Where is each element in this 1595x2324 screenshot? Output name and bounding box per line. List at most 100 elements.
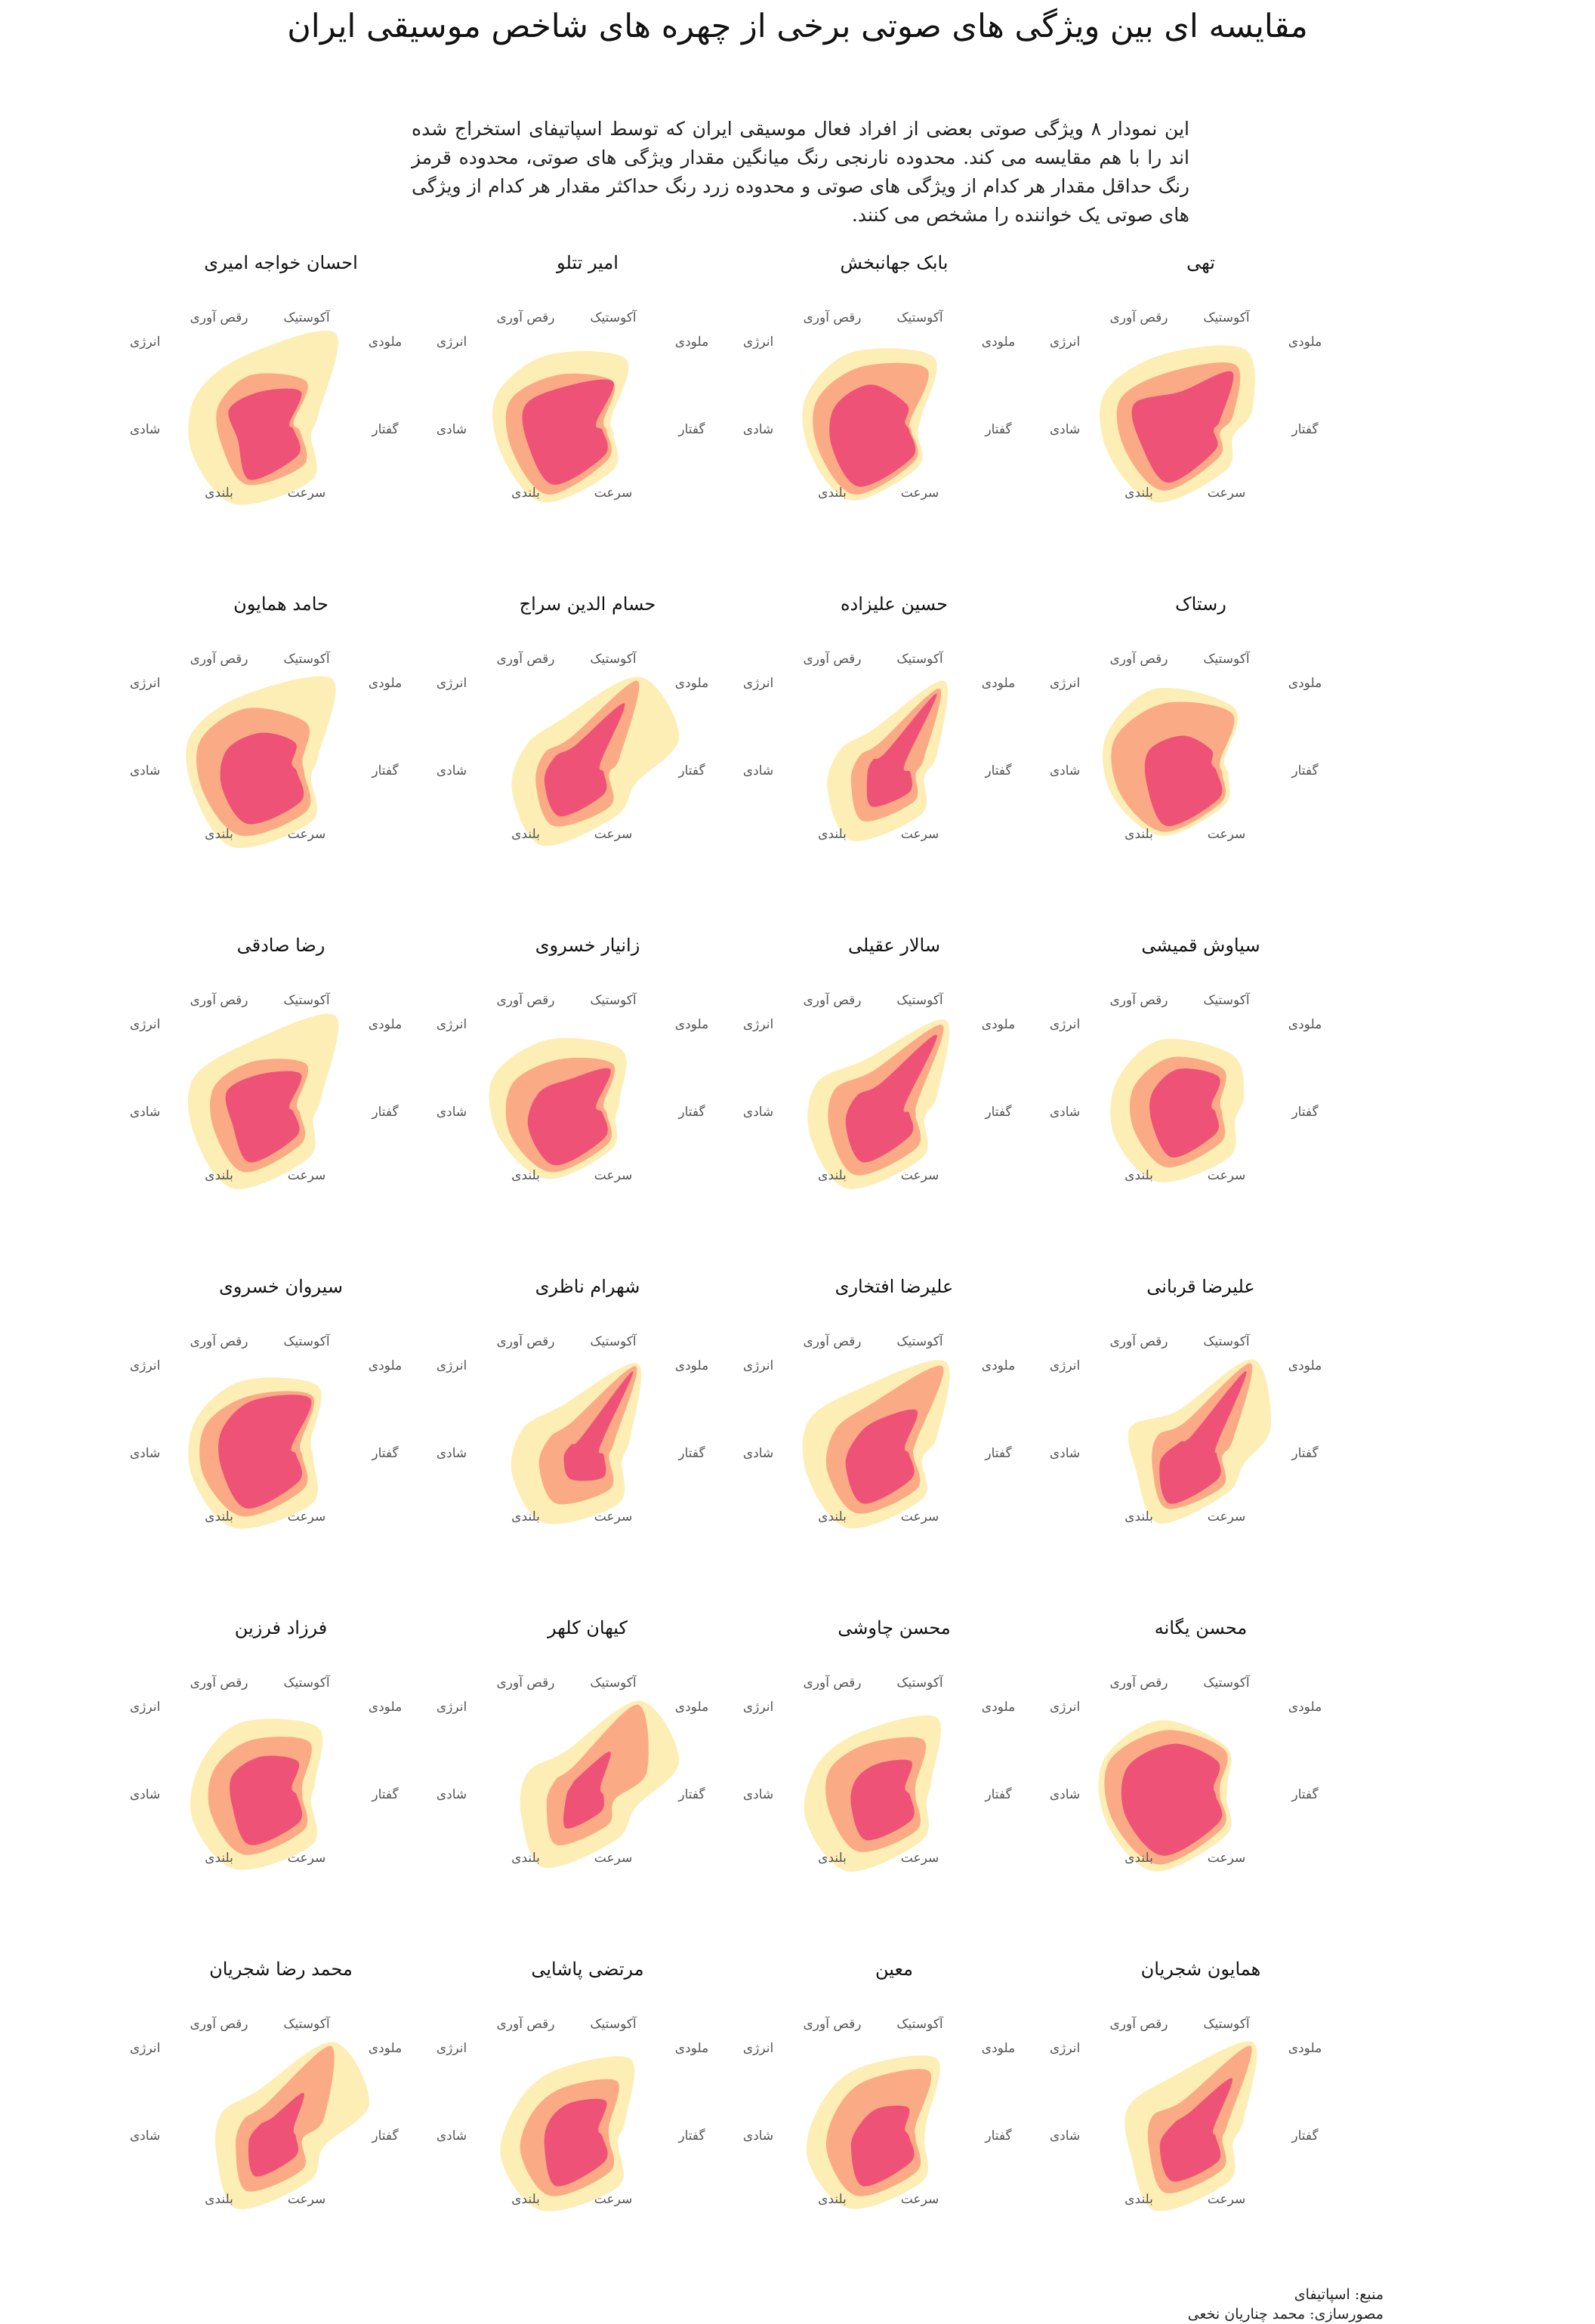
axis-label: بلندی: [511, 485, 540, 501]
axis-label: شادی: [743, 1446, 773, 1461]
axis-label: بلندی: [1125, 485, 1153, 501]
axis-label: انرژی: [130, 1358, 160, 1373]
axis-label: رقص آوری: [1109, 991, 1168, 1008]
axis-label: انرژی: [743, 1700, 773, 1715]
axis-label: ملودی: [982, 1017, 1015, 1032]
axis-label: شادی: [743, 763, 773, 778]
radar-card: حامد همایون آکوستیک ملودی گفتار سرعت بلندی شاد…: [100, 589, 462, 914]
source-note: منبع: اسپاتیفای: [1294, 2286, 1384, 2303]
axis-label: انرژی: [1050, 676, 1080, 691]
radar-card: مرتضی پاشایی آکوستیک ملودی گفتار سرعت بلندی شا…: [406, 1954, 769, 2279]
artist-name: علیرضا افتخاری: [835, 1276, 954, 1297]
artist-name: رضا صادقی: [237, 935, 325, 956]
axis-label: انرژی: [743, 1017, 773, 1032]
artist-name: بابک جهانبخش: [840, 252, 948, 273]
axis-label: شادی: [1050, 1105, 1080, 1120]
artist-name: محسن چاوشی: [838, 1617, 951, 1638]
radar-area-min: [1144, 735, 1223, 827]
radar-card: فرزاد فرزین آکوستیک ملودی گفتار سرعت بلندی شاد…: [100, 1613, 462, 1937]
axis-label: ملودی: [675, 334, 708, 350]
radar-card: حسین علیزاده آکوستیک ملودی گفتار سرعت بلندی شا…: [713, 589, 1075, 914]
radar-card: سالار عقیلی آکوستیک ملودی گفتار سرعت بلندی شاد…: [713, 930, 1075, 1255]
axis-label: گفتار: [371, 1104, 399, 1120]
artist-name: فرزاد فرزین: [235, 1617, 328, 1638]
axis-label: شادی: [130, 1105, 160, 1120]
axis-label: سرعت: [901, 485, 939, 501]
axis-label: آکوستیک: [283, 2015, 331, 2032]
radar-chart: بابک جهانبخش آکوستیک ملودی گفتار سرعت بلندی شا…: [743, 252, 1015, 501]
axis-label: ملودی: [982, 1700, 1015, 1715]
axis-label: ملودی: [1288, 334, 1322, 350]
axis-label: بلندی: [818, 1509, 847, 1524]
radar-chart: زانیار خسروی آکوستیک ملودی گفتار سرعت بلندی شا…: [437, 935, 708, 1183]
axis-label: رقص آوری: [190, 1333, 248, 1349]
axis-label: گفتار: [677, 421, 705, 437]
axis-label: ملودی: [369, 676, 402, 691]
axis-label: سرعت: [901, 1509, 939, 1524]
axis-label: بلندی: [205, 2192, 233, 2207]
axis-label: گفتار: [677, 2128, 705, 2144]
axis-label: گفتار: [371, 763, 399, 778]
axis-label: گفتار: [371, 1786, 399, 1802]
radar-chart: تهی آکوستیک ملودی گفتار سرعت بلندی شادی انرژی رق…: [1050, 252, 1322, 503]
radar-card: محسن یگانه آکوستیک ملودی گفتار سرعت بلندی شادی…: [1020, 1613, 1382, 1937]
radar-card: علیرضا افتخاری آکوستیک ملودی گفتار سرعت بلندی…: [713, 1271, 1075, 1596]
axis-label: شادی: [130, 2128, 160, 2144]
axis-label: آکوستیک: [896, 2015, 944, 2032]
description-text: این نمودار ۸ ویژگی صوتی بعضی از افراد فع…: [412, 118, 1189, 226]
radar-card: کیهان کلهر آکوستیک ملودی گفتار سرعت بلندی شادی…: [406, 1613, 769, 1937]
axis-label: آکوستیک: [1203, 991, 1251, 1008]
axis-label: گفتار: [984, 1786, 1012, 1802]
axis-label: ملودی: [675, 1017, 708, 1032]
axis-label: ملودی: [1288, 1017, 1322, 1032]
radar-area-min: [522, 379, 614, 485]
radar-area-min: [228, 388, 302, 480]
radar-area-min: [544, 703, 625, 817]
artist-name: کیهان کلهر: [547, 1617, 628, 1638]
radar-chart: سیروان خسروی آکوستیک ملودی گفتار سرعت بلندی شا…: [130, 1276, 402, 1529]
radar-chart: شهرام ناظری آکوستیک ملودی گفتار سرعت بلندی شاد…: [437, 1276, 708, 1524]
axis-label: سرعت: [1208, 1851, 1245, 1866]
axis-label: گفتار: [984, 2128, 1012, 2144]
axis-label: بلندی: [205, 1168, 233, 1183]
axis-label: گفتار: [1291, 2128, 1319, 2144]
radar-card: رضا صادقی آکوستیک ملودی گفتار سرعت بلندی شادی ا…: [100, 930, 462, 1255]
axis-label: رقص آوری: [1109, 1333, 1168, 1349]
artist-name: شهرام ناظری: [535, 1276, 640, 1297]
axis-label: بلندی: [818, 485, 847, 501]
radar-area-min: [1121, 1743, 1223, 1856]
axis-label: بلندی: [511, 827, 540, 842]
radar-card: رستاک آکوستیک ملودی گفتار سرعت بلندی شادی انرژی…: [1020, 589, 1382, 914]
axis-label: آکوستیک: [590, 650, 637, 667]
axis-label: شادی: [743, 1105, 773, 1120]
axis-label: آکوستیک: [283, 1333, 331, 1349]
radar-card: سیروان خسروی آکوستیک ملودی گفتار سرعت بلندی شا…: [100, 1271, 462, 1596]
chart-description: این نمودار ۸ ویژگی صوتی بعضی از افراد فع…: [412, 115, 1189, 230]
axis-label: شادی: [1050, 1446, 1080, 1461]
axis-label: انرژی: [130, 1017, 160, 1032]
axis-label: شادی: [1050, 763, 1080, 778]
axis-label: شادی: [1050, 422, 1080, 437]
axis-label: انرژی: [437, 1700, 467, 1715]
axis-label: رقص آوری: [803, 309, 861, 325]
axis-label: ملودی: [982, 334, 1015, 350]
artist-name: حسین علیزاده: [841, 593, 948, 615]
axis-label: بلندی: [818, 2192, 847, 2207]
axis-label: شادی: [743, 2128, 773, 2144]
credit-note: مصورسازی: محمد چناریان نخعی: [1187, 2306, 1384, 2322]
axis-label: رقص آوری: [803, 1333, 861, 1349]
radar-area-min: [220, 732, 304, 824]
axis-label: شادی: [743, 422, 773, 437]
radar-area-min: [544, 2098, 608, 2187]
axis-label: انرژی: [743, 1358, 773, 1373]
axis-label: ملودی: [369, 334, 402, 350]
radar-area-min: [563, 1371, 634, 1481]
artist-name: حسام الدین سراج: [520, 593, 656, 615]
axis-label: ملودی: [1288, 1700, 1322, 1715]
radar-card: زانیار خسروی آکوستیک ملودی گفتار سرعت بلندی شا…: [406, 930, 769, 1255]
axis-label: بلندی: [1125, 1168, 1153, 1183]
axis-label: ملودی: [982, 676, 1015, 691]
axis-label: ملودی: [369, 2041, 402, 2056]
axis-label: رقص آوری: [803, 1674, 861, 1691]
